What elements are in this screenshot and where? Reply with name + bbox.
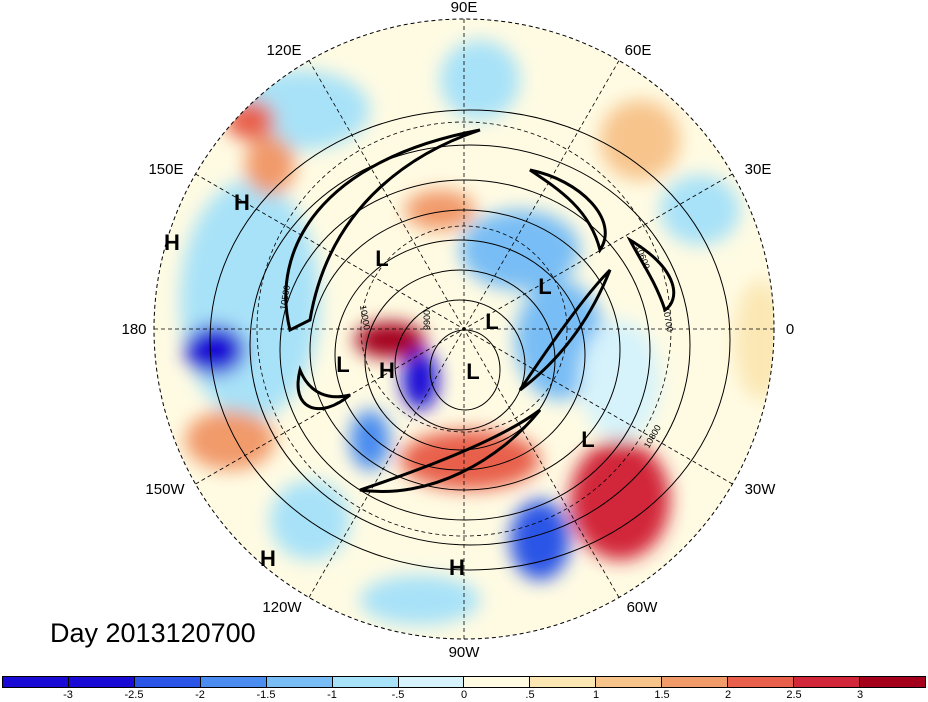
colorbar-tick-label: -2 — [195, 689, 205, 701]
colorbar-tick-label: -.5 — [391, 689, 405, 701]
lon-150w: 150W — [145, 481, 185, 498]
colorbar-tick-label: 2 — [724, 689, 732, 701]
high-pressure-center: H — [379, 358, 395, 383]
map-boundary — [153, 18, 775, 640]
colorbar-tick-label: 3 — [856, 689, 864, 701]
colorbar-box — [3, 677, 69, 687]
colorbar-tick-label: 2.5 — [786, 689, 802, 701]
lon-0: 0 — [786, 321, 794, 338]
map-title: Day 2013120700 — [50, 618, 256, 648]
polar-stereographic-map: 90E 60E 30E 0 30W 60W 90W 120W 150W 180 150E 120E H… — [121, 0, 794, 661]
colorbar-box — [464, 677, 531, 687]
colorbar-boxes — [2, 676, 926, 688]
colorbar-box — [530, 677, 597, 687]
lon-180: 180 — [121, 321, 146, 338]
colorbar-box — [200, 677, 267, 687]
high-pressure-center: H — [234, 190, 250, 215]
colorbar-tick-label: 1.5 — [654, 689, 670, 701]
colorbar-tick-label: 0 — [460, 689, 468, 701]
colorbar-tick-label: -3 — [63, 689, 73, 701]
low-pressure-center: L — [466, 359, 479, 384]
height-contours — [209, 109, 731, 571]
high-pressure-center: H — [164, 230, 180, 255]
colorbar: -3 -2.5 -2 -1.5 -1 -.5 0 .5 1 1.5 2 2.5 3 — [0, 676, 928, 702]
colorbar-box — [398, 677, 465, 687]
lon-60w: 60W — [627, 599, 659, 616]
low-pressure-center: L — [375, 246, 388, 271]
high-pressure-center: H — [449, 555, 465, 580]
colorbar-tick-label: -1.5 — [256, 689, 276, 701]
colorbar-box — [134, 677, 201, 687]
contour-label: 10000 — [358, 304, 372, 330]
colorbar-box — [662, 677, 729, 687]
colorbar-box — [68, 677, 135, 687]
contour-label: 9900 — [422, 310, 432, 330]
lon-120w: 120W — [262, 599, 302, 616]
low-pressure-center: L — [538, 274, 551, 299]
lon-30w: 30W — [745, 481, 777, 498]
colorbar-box — [596, 677, 663, 687]
colorbar-tick-label: .5 — [525, 689, 535, 701]
colorbar-box — [332, 677, 399, 687]
colorbar-labels: -3 -2.5 -2 -1.5 -1 -.5 0 .5 1 1.5 2 2.5 3 — [0, 689, 928, 702]
low-pressure-center: L — [336, 352, 349, 377]
longitude-labels: 90E 60E 30E 0 30W 60W 90W 120W 150W 180 150E 120E — [121, 0, 794, 661]
lon-150e: 150E — [148, 161, 183, 178]
lon-120e: 120E — [266, 42, 301, 59]
lon-30e: 30E — [745, 161, 772, 178]
colorbar-tick-label: -1 — [327, 689, 337, 701]
colorbar-tick-label: 1 — [592, 689, 600, 701]
lon-90w: 90W — [449, 644, 481, 661]
colorbar-box — [266, 677, 333, 687]
contour-label: 10500 — [278, 284, 292, 310]
lon-90e: 90E — [451, 0, 478, 16]
lon-60e: 60E — [625, 42, 652, 59]
contour-label: 10700 — [661, 306, 675, 332]
colorbar-box — [794, 677, 860, 687]
colorbar-box — [728, 677, 795, 687]
meridian-line — [195, 173, 733, 485]
low-pressure-center: L — [581, 427, 594, 452]
meridians — [154, 19, 774, 639]
high-pressure-center: H — [260, 546, 276, 571]
low-pressure-center: L — [485, 309, 498, 334]
colorbar-box — [859, 677, 925, 687]
colorbar-tick-label: -2.5 — [124, 689, 144, 701]
